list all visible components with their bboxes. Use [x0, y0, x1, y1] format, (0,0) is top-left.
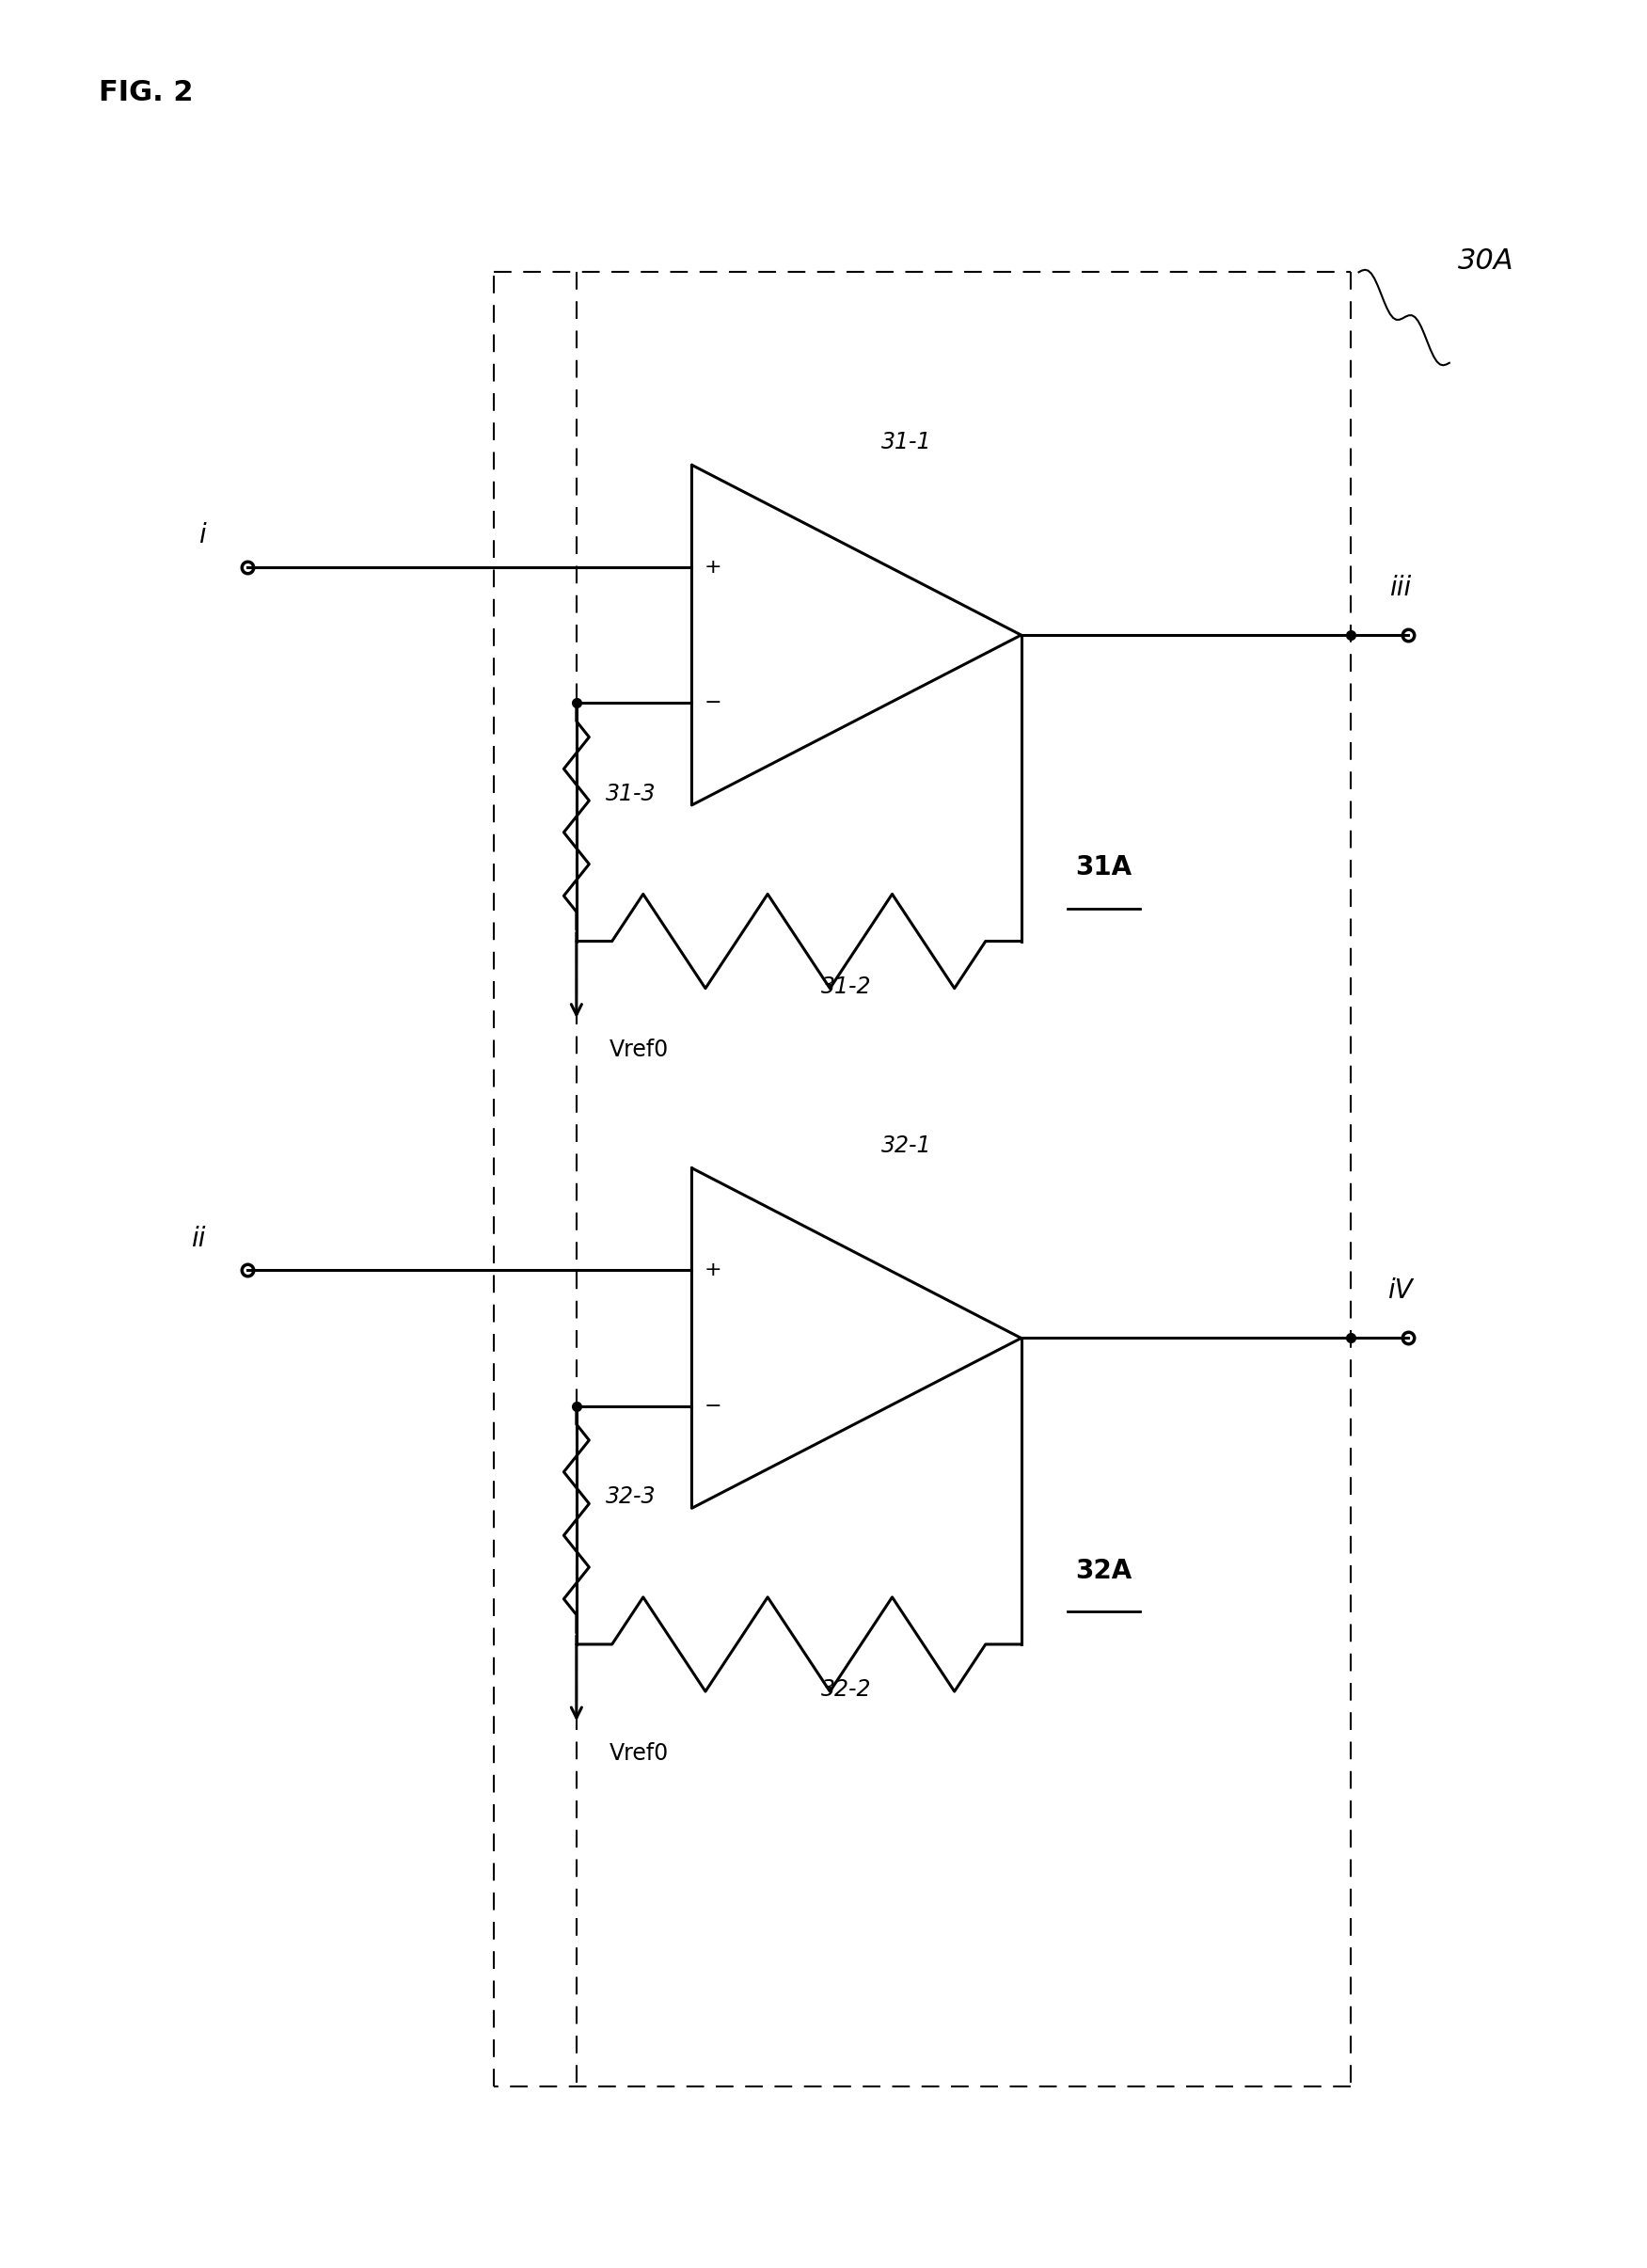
Text: 30A: 30A — [1458, 247, 1514, 274]
Text: iii: iii — [1388, 574, 1411, 601]
Text: 32-3: 32-3 — [606, 1486, 657, 1508]
Text: 32A: 32A — [1075, 1558, 1131, 1583]
Text: Vref0: Vref0 — [609, 1742, 669, 1765]
Text: +: + — [705, 558, 721, 576]
Text: 32-1: 32-1 — [881, 1134, 932, 1157]
Text: Vref0: Vref0 — [609, 1039, 669, 1061]
Text: −: − — [705, 694, 721, 712]
Text: 31-3: 31-3 — [606, 782, 657, 805]
Text: i: i — [199, 522, 206, 549]
Text: 31A: 31A — [1075, 855, 1131, 880]
Text: 31-2: 31-2 — [820, 975, 871, 998]
Text: 32-2: 32-2 — [820, 1678, 871, 1701]
Text: +: + — [705, 1261, 721, 1279]
Text: FIG. 2: FIG. 2 — [99, 79, 193, 107]
Text: iV: iV — [1387, 1277, 1413, 1304]
Text: ii: ii — [191, 1225, 206, 1252]
Text: −: − — [705, 1397, 721, 1415]
Text: 31-1: 31-1 — [881, 431, 932, 454]
